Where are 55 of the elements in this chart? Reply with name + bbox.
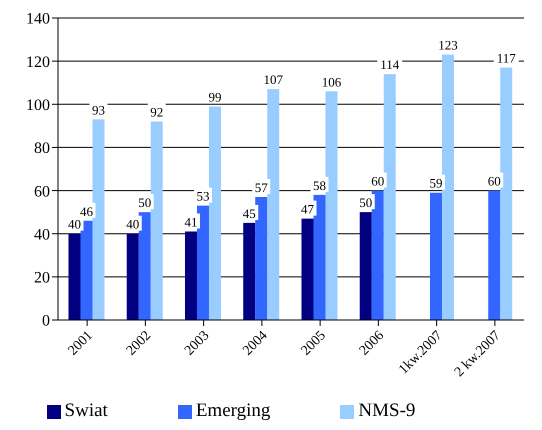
y-tick-label: 80	[34, 140, 50, 158]
bar	[301, 218, 314, 320]
bar	[500, 68, 512, 320]
y-tick-label: 120	[26, 54, 50, 71]
data-label: 50	[138, 195, 152, 210]
bar	[150, 122, 163, 320]
data-label: 106	[322, 74, 342, 90]
data-label: 58	[312, 178, 326, 193]
data-label: 47	[300, 202, 314, 217]
data-label: 59	[429, 176, 442, 191]
y-tick-label: 100	[26, 96, 50, 114]
bar	[488, 190, 500, 320]
bar	[126, 234, 139, 320]
y-tick-label: 60	[34, 183, 50, 200]
bar	[92, 119, 104, 320]
data-label: 60	[488, 174, 501, 189]
bar	[138, 212, 151, 320]
y-tick-label: 20	[34, 270, 50, 287]
bar	[325, 91, 338, 320]
y-tick-label: 140	[26, 10, 50, 28]
bar	[184, 232, 197, 320]
data-label: 60	[371, 174, 384, 189]
bar	[243, 222, 256, 320]
bar	[255, 197, 268, 320]
bar	[80, 220, 92, 320]
data-label: 41	[184, 214, 198, 230]
bar	[384, 74, 396, 320]
legend-label: NMS-9	[358, 400, 416, 421]
bar	[68, 234, 80, 320]
legend-label: Emerging	[196, 400, 270, 421]
bar	[196, 206, 209, 320]
legend-label: Swiat	[64, 400, 108, 421]
data-label: 99	[208, 89, 222, 104]
data-label: 53	[196, 188, 210, 204]
data-label: 50	[359, 195, 372, 210]
bar	[313, 194, 326, 320]
data-label: 40	[68, 216, 81, 232]
data-label: 114	[380, 57, 400, 72]
data-label: 45	[242, 206, 256, 221]
data-label: 107	[263, 72, 284, 88]
data-label: 117	[496, 50, 516, 66]
bar	[360, 212, 372, 320]
data-label: 123	[438, 38, 458, 53]
y-tick-label: 0	[42, 312, 50, 330]
bar	[372, 190, 384, 320]
bar	[267, 89, 280, 320]
data-label: 40	[126, 216, 140, 232]
data-label: 93	[92, 102, 105, 118]
bar	[208, 106, 221, 320]
y-tick-label: 40	[34, 226, 50, 244]
data-label: 92	[150, 104, 164, 120]
bar	[430, 192, 442, 320]
data-label: 57	[254, 180, 268, 196]
bar	[442, 54, 454, 320]
data-label: 46	[80, 204, 94, 219]
